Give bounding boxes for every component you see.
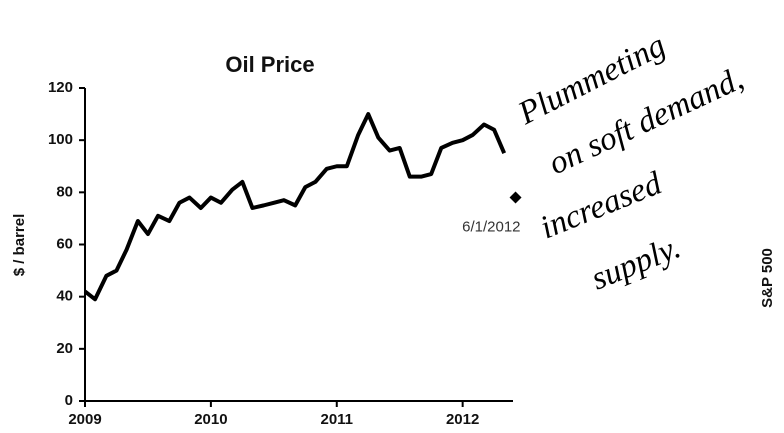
x-tick-label: 2010 [194,411,227,428]
y-tick-label: 100 [48,131,73,148]
marker-point [509,191,522,204]
handwritten-note: increased [535,165,667,246]
chart-title: Oil Price [225,52,314,77]
marker-label: 6/1/2012 [462,219,520,236]
y2-axis-label: S&P 500 [759,248,776,308]
handwritten-note: supply. [586,229,685,297]
y-tick-label: 40 [56,288,73,305]
y-tick-label: 60 [56,235,73,252]
x-tick-label: 2012 [446,411,479,428]
y-tick-label: 80 [56,183,73,200]
x-tick-label: 2009 [68,411,101,428]
y-axis-label: $ / barrel [11,214,28,277]
price-line [83,112,507,302]
y-tick-label: 20 [56,340,73,357]
y-tick-label: 0 [65,392,73,409]
y-tick-label: 120 [48,79,73,96]
x-tick-label: 2011 [320,411,353,428]
